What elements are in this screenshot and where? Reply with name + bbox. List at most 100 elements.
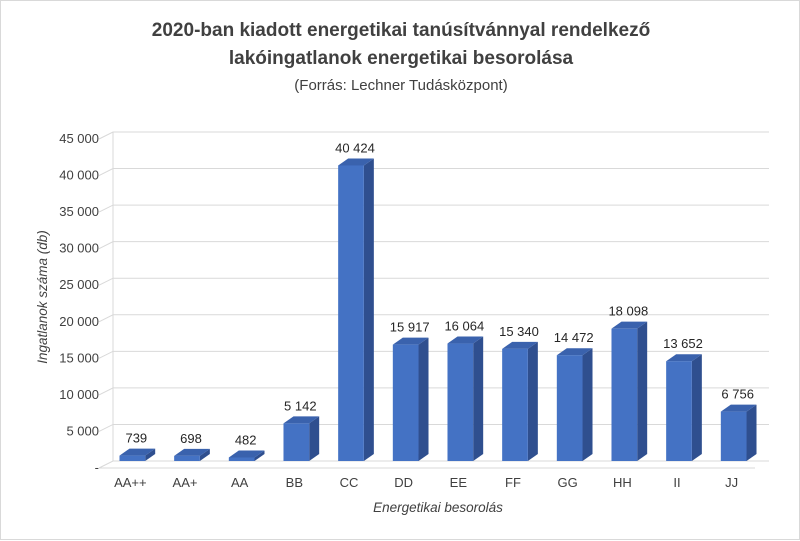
- x-tick-label: JJ: [725, 475, 738, 490]
- bar-side: [254, 450, 265, 461]
- bar-top: [611, 321, 648, 329]
- x-tick-label: HH: [613, 475, 632, 490]
- bar-front: [392, 344, 419, 461]
- chart-subtitle: (Forrás: Lechner Tudásközpont): [294, 77, 507, 94]
- gridline: [98, 460, 769, 469]
- data-labels: 739 698 482 5 142 40 424 15 917 16 064 15 340 14…: [125, 140, 753, 447]
- data-label: 15 340: [499, 324, 539, 339]
- bar-top: [228, 450, 265, 458]
- x-tick-label: EE: [450, 475, 468, 490]
- bar-side: [527, 341, 538, 461]
- bar-EE: [447, 336, 484, 461]
- bar-AA+: [174, 448, 210, 461]
- bar-AA: [228, 450, 265, 461]
- x-axis-title: Energetikai besorolás: [373, 500, 503, 515]
- gridline: [98, 277, 769, 286]
- x-axis-ticks: AA++ AA+ AA BB CC DD EE FF GG HH II JJ: [114, 475, 738, 490]
- bar-FF: [502, 341, 538, 461]
- y-tick-label: 25 000: [59, 277, 99, 292]
- bar-AA++: [119, 448, 156, 461]
- x-tick-label: CC: [340, 475, 359, 490]
- bar-side: [473, 336, 484, 461]
- bar-front: [502, 348, 528, 461]
- bar-JJ: [720, 404, 757, 461]
- bar-DD: [392, 337, 429, 461]
- data-label: 14 472: [554, 330, 594, 345]
- x-tick-label: FF: [505, 475, 521, 490]
- y-tick-label: 40 000: [59, 168, 99, 183]
- bar-top: [502, 341, 538, 349]
- gridline: [98, 314, 769, 323]
- bar-top: [666, 354, 702, 362]
- bar-BB: [283, 416, 320, 461]
- y-tick-label: 20 000: [59, 314, 99, 329]
- x-tick-label: GG: [558, 475, 578, 490]
- bar-front: [666, 361, 692, 461]
- bar-side: [199, 448, 210, 461]
- bar-front: [119, 455, 146, 461]
- bar-side: [637, 321, 648, 461]
- gridline: [98, 168, 769, 177]
- data-label: 6 756: [721, 387, 754, 402]
- bar-top: [720, 404, 757, 412]
- y-tick-label: 35 000: [59, 204, 99, 219]
- y-tick-label: 45 000: [59, 131, 99, 146]
- x-tick-label: BB: [286, 475, 303, 490]
- bar-front: [174, 455, 200, 461]
- bar-GG: [556, 348, 593, 461]
- y-axis-title: Ingatlanok száma (db): [35, 230, 50, 364]
- y-tick-label: 10 000: [59, 387, 99, 402]
- bar-front: [228, 457, 255, 461]
- y-tick-label: -: [95, 460, 99, 475]
- y-tick-label: 5 000: [66, 423, 99, 438]
- x-tick-label: II: [673, 475, 680, 490]
- gridlines: [98, 131, 769, 469]
- data-label: 18 098: [608, 304, 648, 319]
- data-label: 482: [235, 432, 257, 447]
- x-tick-label: AA+: [173, 475, 198, 490]
- bar-front: [720, 411, 747, 461]
- bar-top: [338, 158, 374, 166]
- bar-top: [447, 336, 484, 344]
- y-tick-label: 30 000: [59, 241, 99, 256]
- data-label: 5 142: [284, 398, 317, 413]
- x-tick-label: DD: [394, 475, 413, 490]
- bar-HH: [611, 321, 648, 461]
- bar-top: [174, 448, 210, 456]
- bar-top: [556, 348, 593, 356]
- gridline: [98, 241, 769, 250]
- y-axis-ticks: - 5 000 10 000 15 000 20 000 25 000 30 000 35 0…: [59, 131, 99, 475]
- gridline: [98, 131, 769, 140]
- chart-title-line-1: 2020-ban kiadott energetikai tanúsítvánn…: [152, 20, 650, 41]
- bar-side: [691, 354, 702, 461]
- bars: [119, 158, 757, 462]
- data-label: 15 917: [390, 320, 430, 335]
- chart-title-line-2: lakóingatlanok energetikai besorolása: [229, 48, 574, 69]
- bar-side: [363, 158, 374, 462]
- bar-top: [392, 337, 429, 345]
- data-label: 40 424: [335, 140, 375, 155]
- bar-top: [283, 416, 320, 424]
- bar-II: [666, 354, 702, 461]
- bar-front: [611, 328, 638, 461]
- x-tick-label: AA++: [114, 475, 147, 490]
- x-tick-label: AA: [231, 475, 249, 490]
- bar-side: [418, 337, 429, 461]
- data-label: 16 064: [444, 319, 484, 334]
- bar-front: [283, 423, 310, 461]
- bar-front: [447, 343, 474, 461]
- bar-front: [338, 165, 364, 462]
- bar-top: [119, 448, 156, 456]
- bar-side: [582, 348, 593, 461]
- bar-side: [746, 404, 757, 461]
- data-label: 698: [180, 431, 202, 446]
- data-label: 739: [125, 431, 147, 446]
- bar-front: [556, 355, 583, 461]
- bar-side: [309, 416, 320, 461]
- data-label: 13 652: [663, 336, 703, 351]
- bar-CC: [338, 158, 374, 462]
- bar-side: [145, 448, 156, 461]
- gridline: [98, 350, 769, 359]
- y-tick-label: 15 000: [59, 350, 99, 365]
